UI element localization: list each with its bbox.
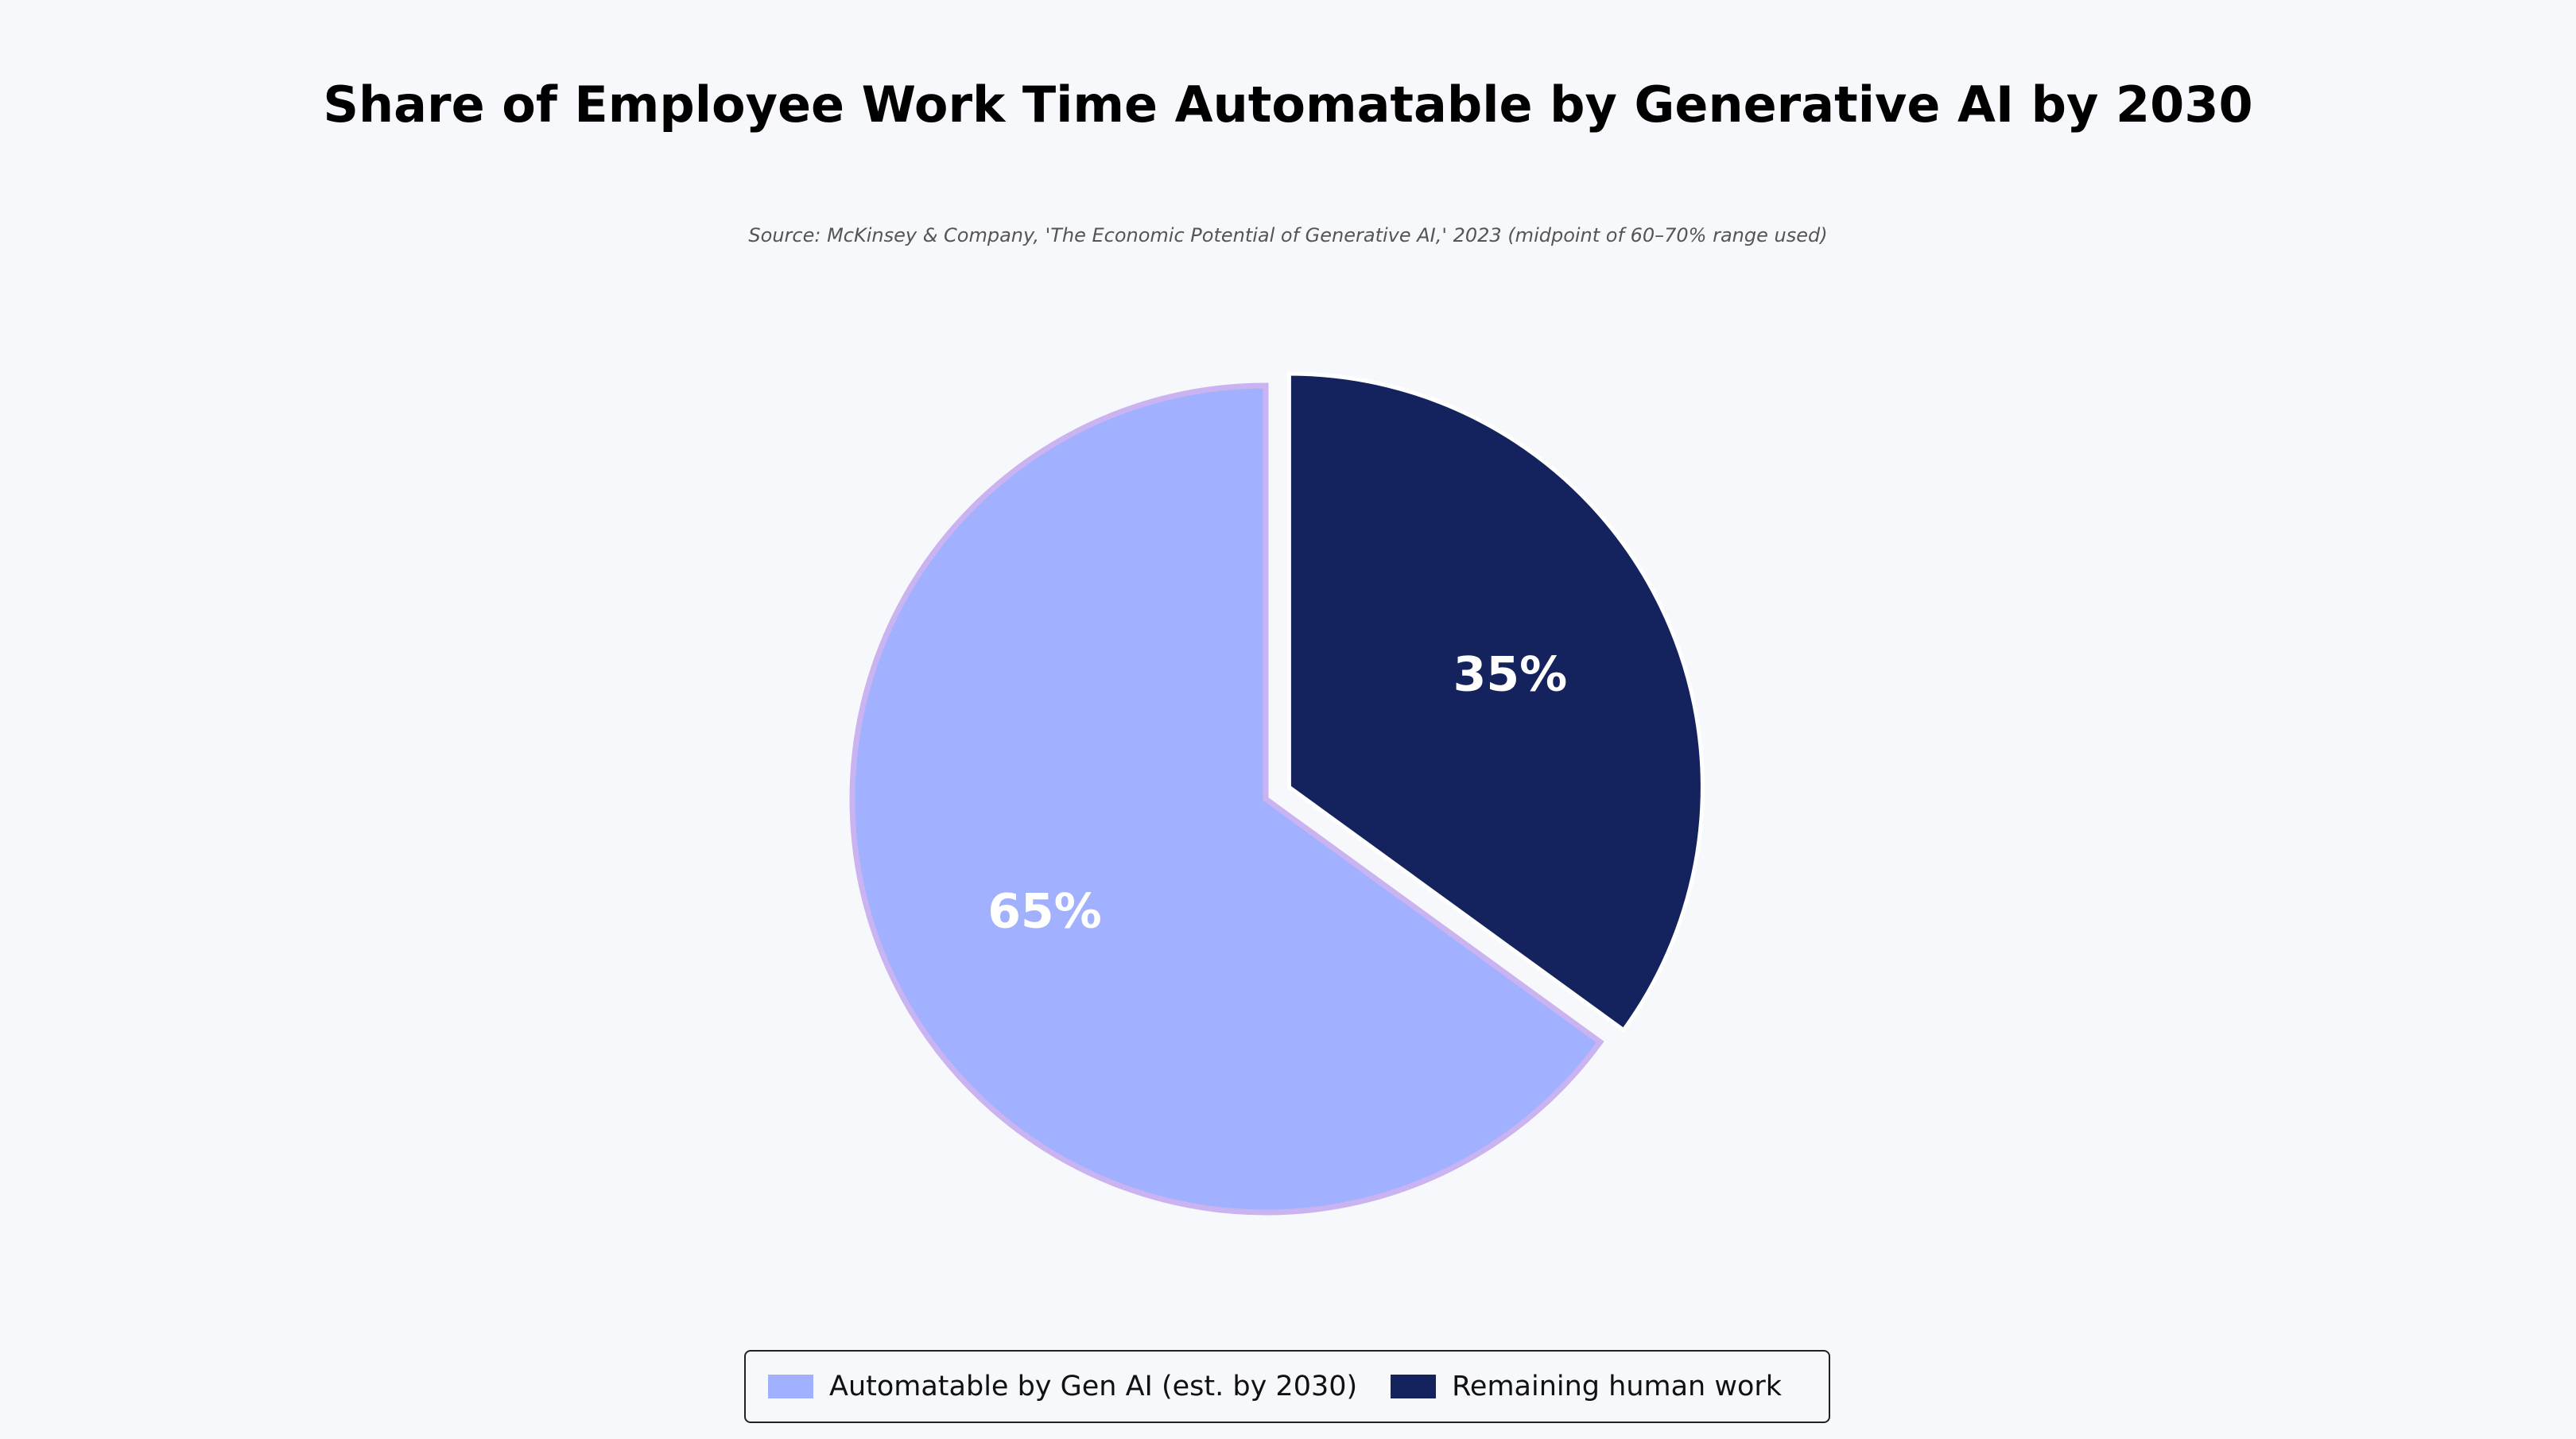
legend-label-automatable: Automatable by Gen AI (est. by 2030) [829, 1371, 1358, 1402]
pie-slice-automatable [849, 382, 1604, 1216]
chart-title: Share of Employee Work Time Automatable … [323, 76, 2253, 134]
pie-label-automatable: 65% [987, 884, 1102, 940]
legend-swatch-automatable [768, 1375, 813, 1398]
legend-item-remaining: Remaining human work [1391, 1371, 1782, 1402]
pie-chart: 65% 35% [849, 371, 1705, 1216]
legend-item-automatable: Automatable by Gen AI (est. by 2030) [768, 1371, 1357, 1402]
legend-label-remaining: Remaining human work [1452, 1371, 1783, 1402]
legend-swatch-remaining [1391, 1375, 1437, 1398]
pie-slice-remaining [1286, 371, 1705, 1034]
pie-label-remaining: 35% [1453, 646, 1568, 702]
chart-legend: Automatable by Gen AI (est. by 2030) Rem… [744, 1350, 1830, 1423]
chart-subtitle: Source: McKinsey & Company, 'The Economi… [748, 224, 1828, 246]
